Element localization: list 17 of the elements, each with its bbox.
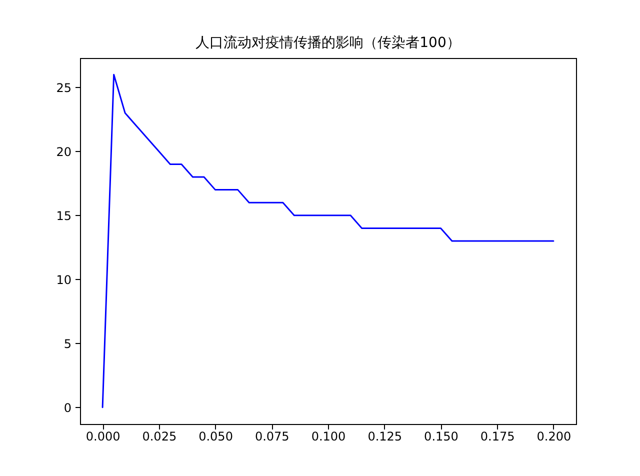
- y-tick-label: 0: [64, 400, 72, 415]
- y-tick-label: 5: [64, 336, 72, 351]
- x-tick-label: 0.075: [254, 430, 290, 444]
- x-tick-label: 0.150: [424, 430, 458, 444]
- x-tick-label: 0.200: [536, 430, 572, 444]
- x-tick-label: 0.100: [311, 430, 346, 444]
- y-tick-label: 20: [56, 144, 72, 159]
- y-tick-label: 10: [56, 272, 72, 287]
- line-series: [102, 74, 554, 408]
- chart-title: 人口流动对疫情传播的影响（传染者100）: [196, 35, 460, 51]
- y-tick-label: 15: [56, 208, 72, 223]
- x-tick-label: 0.125: [368, 430, 402, 444]
- x-tick-label: 0.025: [142, 430, 177, 444]
- y-tick-label: 25: [56, 80, 72, 95]
- x-tick-label: 0.050: [198, 430, 233, 444]
- x-tick-label: 0.175: [480, 430, 515, 444]
- x-tick-label: 0.000: [86, 430, 120, 444]
